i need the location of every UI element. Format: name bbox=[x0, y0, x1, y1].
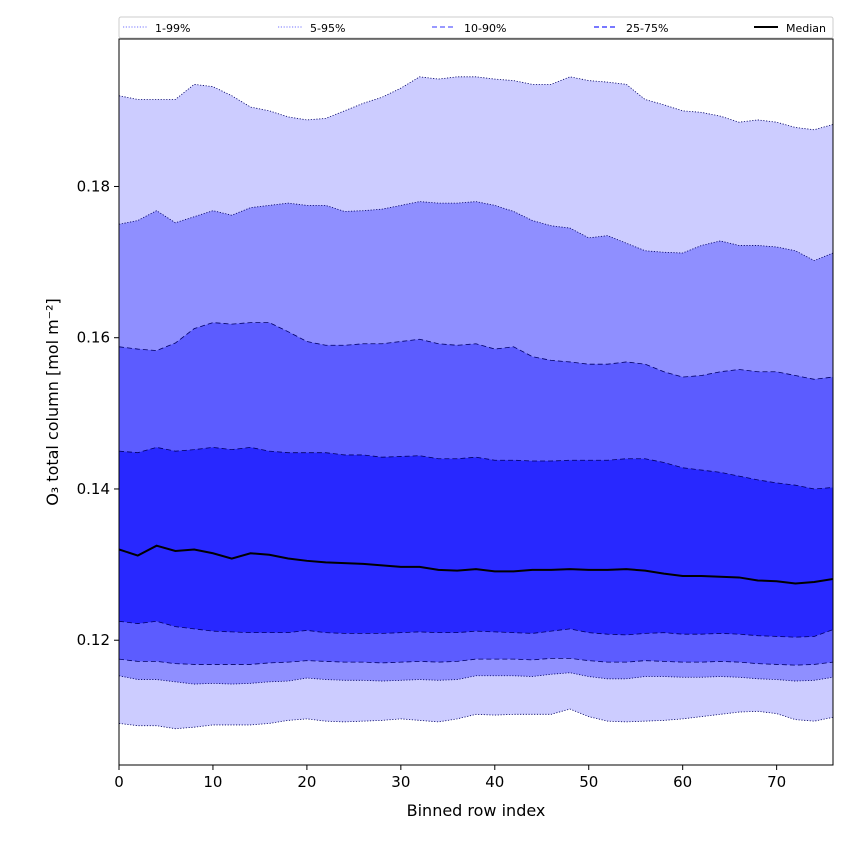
y-axis: 0.12 0.14 0.16 0.18 bbox=[77, 177, 119, 649]
y-tick-label: 0.12 bbox=[77, 631, 110, 649]
legend-label: 25-75% bbox=[626, 22, 668, 35]
legend-label: 10-90% bbox=[464, 22, 506, 35]
legend-label: 5-95% bbox=[310, 22, 345, 35]
y-tick-label: 0.16 bbox=[77, 329, 110, 347]
y-tick-label: 0.14 bbox=[77, 480, 110, 498]
lines-layer bbox=[119, 544, 833, 585]
y-axis-label: O₃ total column [mol m⁻²] bbox=[43, 298, 62, 506]
legend-box bbox=[118, 16, 834, 39]
band-edge-1-99%-upper bbox=[119, 76, 833, 131]
band-edge-25-75%-lower bbox=[119, 620, 833, 638]
band-edge-10-90%-upper bbox=[119, 322, 833, 380]
legend-label: Median bbox=[786, 22, 826, 35]
x-tick-label: 60 bbox=[673, 773, 692, 791]
band-edge-5-95%-lower bbox=[119, 672, 833, 685]
x-axis-label: Binned row index bbox=[407, 801, 546, 820]
legend: 1-99% 5-95% 10-90% 25-75% Median bbox=[118, 16, 834, 39]
band-edge-5-95%-upper bbox=[119, 201, 833, 262]
x-axis: 0 10 20 30 40 50 60 70 bbox=[114, 765, 786, 791]
band-edge-1-99%-lower bbox=[119, 708, 833, 730]
band-25-75% bbox=[119, 447, 833, 638]
x-tick-label: 0 bbox=[114, 773, 124, 791]
x-tick-label: 10 bbox=[203, 773, 222, 791]
x-tick-label: 40 bbox=[485, 773, 504, 791]
x-tick-label: 70 bbox=[767, 773, 786, 791]
bands-layer bbox=[119, 76, 833, 730]
x-tick-label: 50 bbox=[579, 773, 598, 791]
series-line-median bbox=[119, 544, 833, 585]
x-tick-label: 30 bbox=[391, 773, 410, 791]
x-tick-label: 20 bbox=[297, 773, 316, 791]
band-edge-25-75%-upper bbox=[119, 446, 833, 490]
y-tick-label: 0.18 bbox=[77, 177, 110, 195]
band-edge-10-90%-lower bbox=[119, 657, 833, 666]
legend-label: 1-99% bbox=[155, 22, 190, 35]
axes-frame bbox=[118, 38, 834, 766]
